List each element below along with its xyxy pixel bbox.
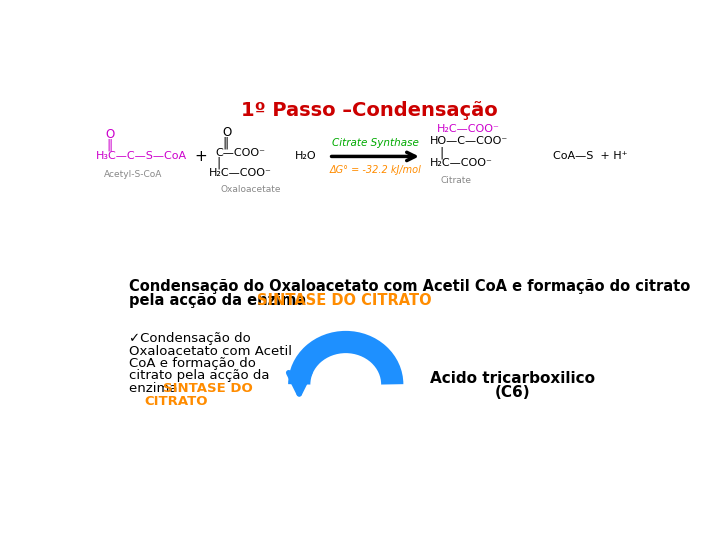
Text: 1º Passo –Condensação: 1º Passo –Condensação (240, 102, 498, 120)
Text: ΔG° = -32.2 kJ/mol: ΔG° = -32.2 kJ/mol (329, 165, 421, 176)
Text: (C6): (C6) (495, 386, 530, 400)
Text: SINTASE DO CITRATO: SINTASE DO CITRATO (258, 293, 432, 308)
Text: |: | (439, 146, 444, 159)
Text: +: + (194, 149, 207, 164)
Text: HO—C—COO⁻: HO—C—COO⁻ (429, 136, 508, 146)
Text: H₂C—COO⁻: H₂C—COO⁻ (429, 158, 492, 168)
Text: ✓Condensação do: ✓Condensação do (129, 333, 251, 346)
Text: C—COO⁻: C—COO⁻ (215, 147, 266, 158)
Text: |: | (216, 156, 220, 169)
Text: ‖: ‖ (107, 138, 112, 151)
Text: O: O (106, 127, 114, 140)
Text: Citrate Synthase: Citrate Synthase (332, 138, 418, 149)
Text: H₂O: H₂O (294, 151, 316, 161)
Text: enzima: enzima (129, 382, 181, 395)
Text: SINTASE DO: SINTASE DO (163, 382, 253, 395)
Text: H₂C—COO⁻: H₂C—COO⁻ (437, 125, 500, 134)
Text: O: O (222, 126, 232, 139)
Text: Acetyl-S-CoA: Acetyl-S-CoA (104, 170, 162, 179)
Text: Oxaloacetato com Acetil: Oxaloacetato com Acetil (129, 345, 292, 357)
Text: Citrate: Citrate (441, 176, 472, 185)
Text: CoA—S  + H⁺: CoA—S + H⁺ (554, 151, 628, 161)
Text: H₃C—C—S—CoA: H₃C—C—S—CoA (96, 151, 187, 161)
Text: Oxaloacetate: Oxaloacetate (220, 185, 281, 194)
Text: CITRATO: CITRATO (144, 395, 208, 408)
Text: H₂C—COO⁻: H₂C—COO⁻ (209, 168, 271, 178)
Text: CoA e formação do: CoA e formação do (129, 357, 256, 370)
Text: ‖: ‖ (222, 136, 229, 149)
Text: Acido tricarboxilico: Acido tricarboxilico (430, 372, 595, 387)
Text: pela acção da enzima: pela acção da enzima (129, 293, 311, 308)
Text: citrato pela acção da: citrato pela acção da (129, 369, 269, 382)
Text: Condensação do Oxaloacetato com Acetil CoA e formação do citrato: Condensação do Oxaloacetato com Acetil C… (129, 279, 690, 294)
